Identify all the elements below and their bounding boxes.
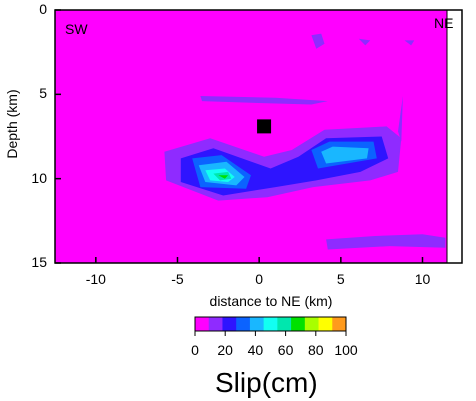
colorbar-swatch <box>263 317 278 331</box>
hypocenter-marker <box>257 119 272 134</box>
colorbar-label: Slip(cm) <box>215 367 318 398</box>
corner-label-ne: NE <box>434 15 454 31</box>
slip-patch <box>200 96 328 105</box>
slip-patch <box>358 38 371 46</box>
slip-patch <box>218 175 229 179</box>
colorbar-frame <box>194 316 347 332</box>
colorbar-swatch <box>332 317 347 331</box>
colorbar-swatch <box>208 317 223 331</box>
y-axis-label: Depth (km) <box>4 89 20 159</box>
y-tick-label: 0 <box>39 1 47 17</box>
y-tick-label: 15 <box>31 254 47 270</box>
slip-patch <box>321 146 369 164</box>
slip-patch <box>326 234 446 250</box>
x-tick-label: -5 <box>171 271 184 287</box>
colorbar-tick-label: 100 <box>334 342 358 358</box>
x-tick-label: 5 <box>336 271 345 287</box>
y-tick-label: 10 <box>31 169 47 186</box>
plot-area <box>55 10 447 263</box>
colorbar-swatch <box>222 317 237 331</box>
colorbar-tick-label: 20 <box>217 342 233 358</box>
colorbar-tick-label: 80 <box>308 342 324 358</box>
x-tick-label: 10 <box>414 271 431 287</box>
slip-patch <box>404 40 415 46</box>
corner-label-sw: SW <box>65 21 88 37</box>
x-tick-label: -10 <box>85 271 106 287</box>
x-tick-label: 0 <box>255 271 264 287</box>
colorbar-swatch <box>318 317 333 331</box>
axes <box>54 9 463 264</box>
colorbar-swatch <box>249 317 265 331</box>
colorbar-tick-label: 40 <box>247 342 264 358</box>
x-axis-label: distance to NE (km) <box>209 293 333 309</box>
slip-patch <box>311 33 325 49</box>
colorbar-swatch <box>304 317 319 331</box>
colorbar-swatch <box>291 317 306 331</box>
slip-patch <box>398 96 403 142</box>
colorbar-tick-label: 60 <box>277 342 294 358</box>
colorbar-swatch <box>277 317 292 331</box>
y-tick-label: 5 <box>39 85 47 102</box>
colorbar <box>194 316 347 336</box>
colorbar-swatch <box>195 317 210 331</box>
colorbar-swatch <box>236 317 251 331</box>
colorbar-tick-label: 0 <box>191 342 199 358</box>
